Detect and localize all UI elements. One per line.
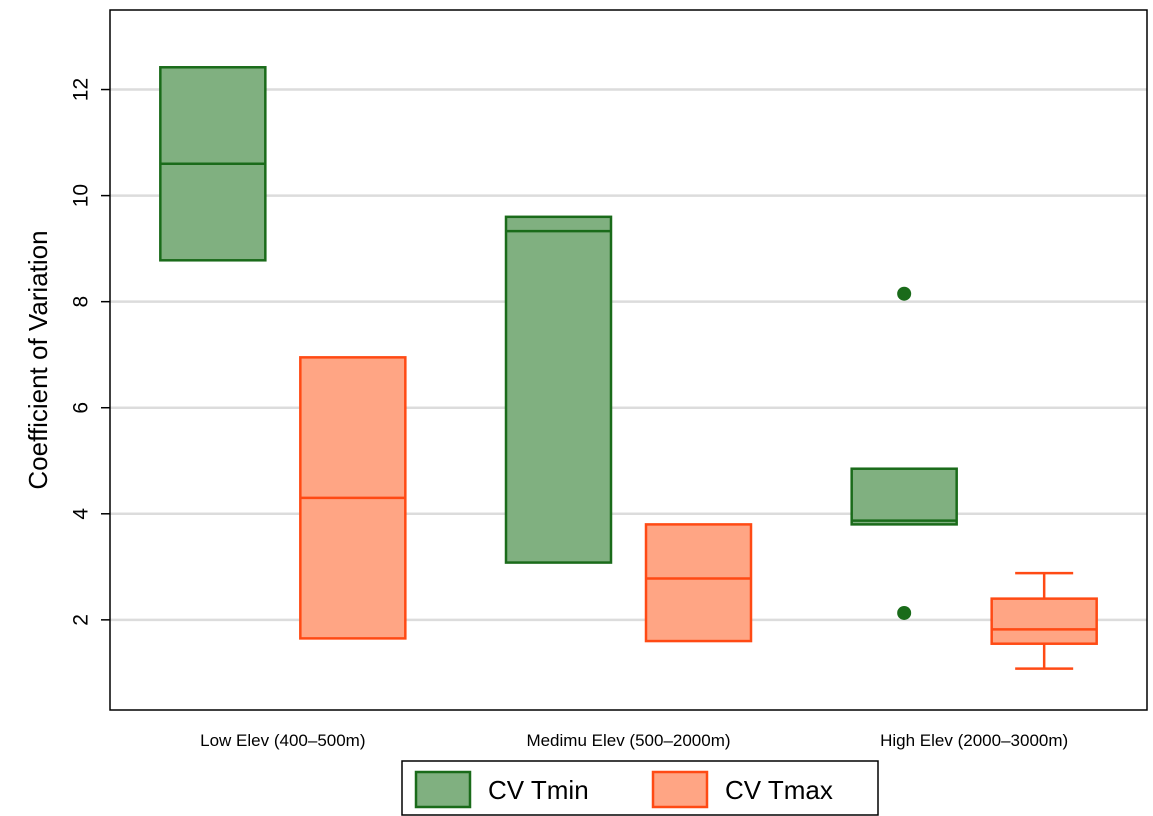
legend-label: CV Tmax: [725, 775, 833, 805]
y-tick-label: 2: [69, 614, 92, 626]
outlier-point: [897, 605, 912, 620]
box-cv-tmax: [299, 356, 407, 640]
box-iqr: [504, 215, 613, 564]
x-category-label: Low Elev (400–500m): [200, 731, 365, 750]
legend-box: [401, 760, 879, 816]
legend-swatch: [651, 770, 709, 809]
box-cv-tmin: [159, 66, 267, 262]
legend: CV Tmin CV Tmax: [401, 760, 879, 816]
y-tick-label: 4: [69, 508, 92, 520]
y-axis-ticks: 2 4 6 8 10 12: [69, 78, 110, 626]
box-cv-tmax: [644, 523, 753, 643]
boxes: [159, 66, 1098, 670]
x-axis-labels: Low Elev (400–500m) Medimu Elev (500–2000…: [200, 731, 1068, 750]
gridlines: [110, 88, 1147, 622]
y-tick-label: 12: [69, 78, 92, 101]
outlier-point: [897, 286, 912, 301]
y-tick-label: 6: [69, 402, 92, 414]
legend-swatch: [414, 770, 472, 809]
y-tick-label: 10: [69, 184, 92, 207]
legend-label: CV Tmin: [488, 775, 589, 805]
x-category-label: High Elev (2000–3000m): [880, 731, 1068, 750]
plot-frame: [109, 9, 1148, 711]
box-cv-tmin: [504, 215, 613, 564]
x-category-label: Medimu Elev (500–2000m): [526, 731, 730, 750]
y-tick-label: 8: [69, 296, 92, 308]
box-cv-tmin: [850, 286, 958, 620]
box-cv-tmax: [990, 571, 1098, 670]
box-iqr: [850, 467, 958, 526]
box-iqr: [644, 523, 753, 643]
box-iqr: [990, 597, 1098, 645]
y-axis-title: Coefficient of Variation: [23, 230, 53, 489]
